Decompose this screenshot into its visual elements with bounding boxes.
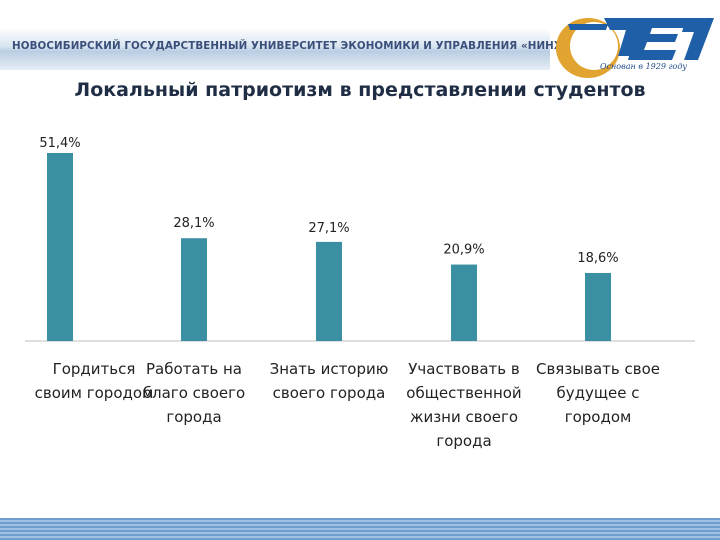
category-label-3: Знать историю своего города (270, 360, 389, 402)
category-label-line: будущее с (557, 384, 640, 402)
category-label-2: Работать на благо своего города (143, 360, 245, 426)
category-label-line: своего города (273, 384, 386, 402)
category-label-line: города (436, 432, 491, 450)
footer-stripes (0, 518, 720, 540)
category-label-5: Связывать свое будущее с городом (536, 360, 660, 426)
chart-title: Локальный патриотизм в представлении сту… (74, 79, 646, 101)
bar-5 (585, 272, 611, 341)
category-label-line: Работать на (146, 360, 242, 378)
bar-2 (181, 238, 207, 341)
bar-3 (316, 241, 342, 341)
category-label-line: города (166, 408, 221, 426)
bar-chart: 51,4% 28,1% 27,1% 20,9% 18,6% Гордиться своим… (25, 136, 695, 450)
nsuem-logo-icon (556, 18, 714, 78)
category-label-line: Участвовать в (408, 360, 519, 378)
category-label-line: общественной (406, 384, 521, 402)
category-label-line: своим городом (35, 384, 154, 402)
header-band (0, 28, 550, 70)
value-label-4: 20,9% (443, 243, 484, 258)
category-label-line: Связывать свое (536, 360, 660, 378)
value-label-2: 28,1% (173, 216, 214, 231)
category-label-1: Гордиться своим городом (35, 360, 154, 402)
category-label-4: Участвовать в общественной жизни своего гор… (406, 360, 521, 450)
category-label-line: городом (565, 408, 632, 426)
category-label-line: жизни своего (410, 408, 518, 426)
value-label-1: 51,4% (39, 136, 80, 151)
category-label-line: благо своего (143, 384, 245, 402)
category-label-line: Знать историю (270, 360, 389, 378)
category-label-line: Гордиться (53, 360, 136, 378)
value-label-5: 18,6% (577, 251, 618, 266)
university-name: НОВОСИБИРСКИЙ ГОСУДАРСТВЕННЫЙ УНИВЕРСИТЕ… (12, 40, 569, 52)
bar-1 (47, 153, 73, 341)
value-label-3: 27,1% (308, 221, 349, 236)
logo-tagline: Основан в 1929 году (600, 62, 688, 71)
bar-4 (451, 264, 477, 341)
